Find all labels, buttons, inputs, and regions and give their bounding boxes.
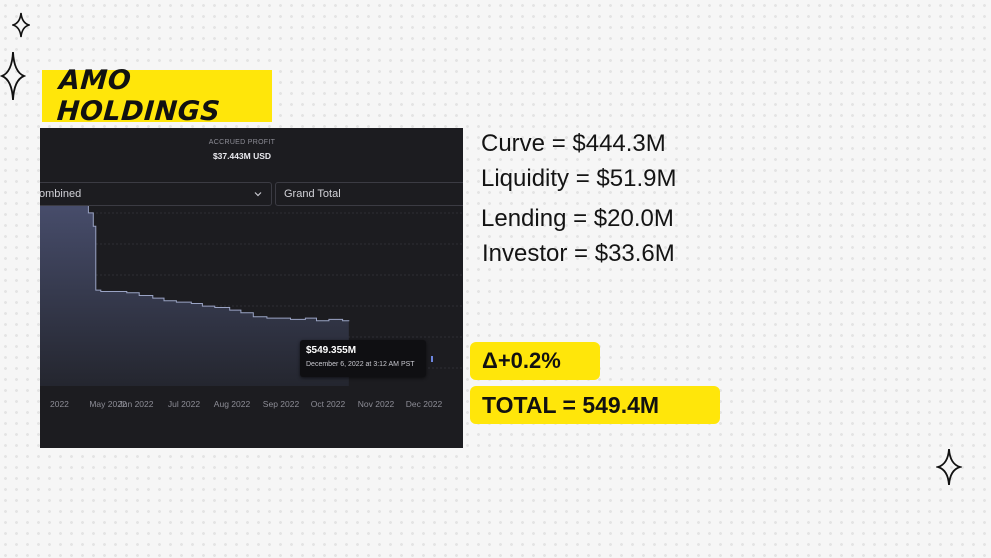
- lending-stat: Lending = $20.0M: [481, 205, 674, 232]
- page-title: AMO HOLDINGS: [55, 65, 222, 127]
- x-tick-label: Oct 2022: [311, 399, 346, 409]
- investor-stat: Investor = $33.6M: [482, 240, 675, 267]
- sparkle-icon: [936, 448, 962, 486]
- delta-badge: Δ+0.2%: [470, 342, 600, 380]
- x-tick-label: Aug 2022: [214, 399, 251, 409]
- x-tick-label: Dec 2022: [406, 399, 443, 409]
- accrued-profit-label: ACCRUED PROFIT: [208, 139, 276, 146]
- x-tick-label: May 2022: [89, 399, 127, 409]
- grand-total-select-value: Grand Total: [284, 188, 341, 200]
- total-value: TOTAL = 549.4M: [482, 391, 660, 418]
- title-banner: AMO HOLDINGS: [42, 65, 272, 127]
- accrued-profit-value: $37.443M USD: [212, 151, 272, 161]
- x-tick-label: Jun 2022: [119, 399, 154, 409]
- x-tick-label: Sep 2022: [263, 399, 300, 409]
- combined-select-value: ombined: [40, 188, 82, 200]
- tooltip-value: $549.355M: [306, 345, 357, 356]
- dashboard-screenshot: ACCRUED PROFIT $37.443M USD 2022 May 2022…: [40, 128, 463, 448]
- sparkle-icon: [12, 12, 30, 38]
- combined-select[interactable]: ombined: [40, 182, 272, 206]
- x-tick-label: Nov 2022: [358, 399, 395, 409]
- x-tick-label: Jul 2022: [168, 399, 200, 409]
- tooltip-date: December 6, 2022 at 3:12 AM PST: [306, 361, 415, 368]
- grand-total-select[interactable]: Grand Total: [275, 182, 463, 206]
- total-badge: TOTAL = 549.4M: [470, 386, 720, 424]
- liquidity-stat: Liquidity = $51.9M: [481, 165, 677, 192]
- chart-tooltip: $549.355M December 6, 2022 at 3:12 AM PS…: [300, 340, 426, 377]
- area-series-line: [40, 188, 350, 322]
- sparkle-icon: [0, 51, 26, 101]
- chevron-down-icon: [254, 192, 262, 197]
- delta-value: Δ+0.2%: [482, 348, 561, 373]
- curve-stat: Curve = $444.3M: [481, 130, 666, 157]
- area-series-fill: [40, 189, 349, 386]
- x-tick-label: 2022: [50, 399, 69, 409]
